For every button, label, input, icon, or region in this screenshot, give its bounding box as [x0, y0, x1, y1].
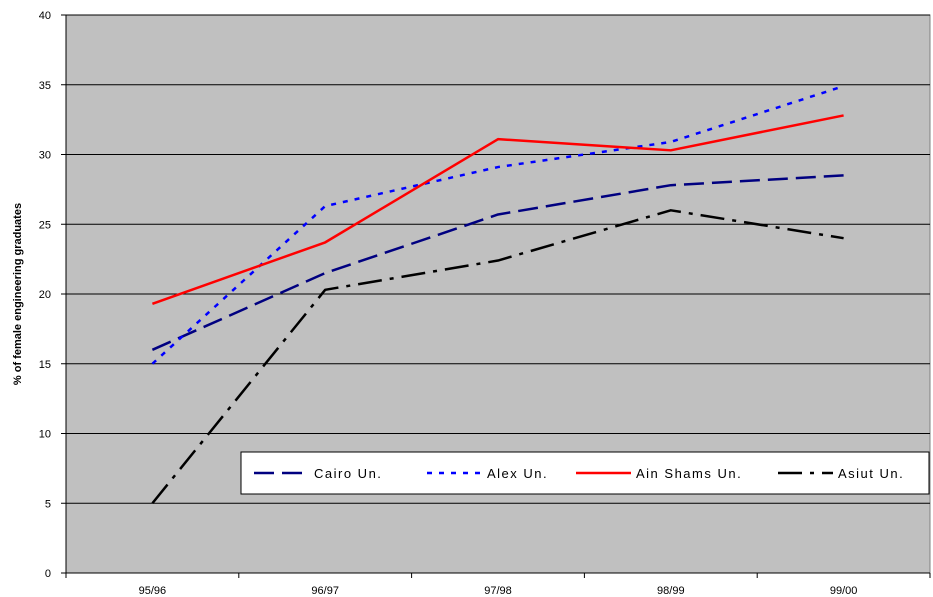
series-lines: [151, 84, 844, 505]
series-line-1: [151, 84, 844, 365]
x-tick-labels: 95/96 96/97 97/98 98/99 99/00: [65, 573, 931, 597]
legend-label-2: Ain Shams Un.: [636, 466, 742, 481]
x-tick-label-1: 96/97: [311, 585, 339, 597]
legend: Cairo Un. Alex Un. Ain Shams Un. Asiut Un.: [240, 451, 930, 495]
series-line-2: [151, 114, 844, 305]
y-tick-label-8: 40: [39, 10, 51, 22]
y-tick-label-7: 35: [39, 80, 51, 92]
legend-label-0: Cairo Un.: [314, 466, 382, 481]
y-tick-label-5: 25: [39, 219, 51, 231]
legend-label-3: Asiut Un.: [838, 466, 904, 481]
x-tick-label-2: 97/98: [484, 585, 512, 597]
series-line-0: [151, 174, 844, 351]
y-tick-label-1: 5: [45, 498, 51, 510]
y-tick-label-2: 10: [39, 429, 51, 441]
x-tick-label-3: 98/99: [657, 585, 685, 597]
y-axis-label: % of female engineering graduates: [12, 203, 24, 385]
x-tick-label-0: 95/96: [139, 585, 167, 597]
series-line-3: [151, 209, 844, 505]
legend-label-1: Alex Un.: [487, 466, 548, 481]
y-tick-labels: 0 5 10 15 20 25 30 35 40: [39, 10, 66, 580]
y-tick-label-0: 0: [45, 568, 51, 580]
y-tick-label-6: 30: [39, 150, 51, 162]
y-tick-label-3: 15: [39, 359, 51, 371]
x-tick-label-4: 99/00: [830, 585, 858, 597]
y-tick-label-4: 20: [39, 289, 51, 301]
